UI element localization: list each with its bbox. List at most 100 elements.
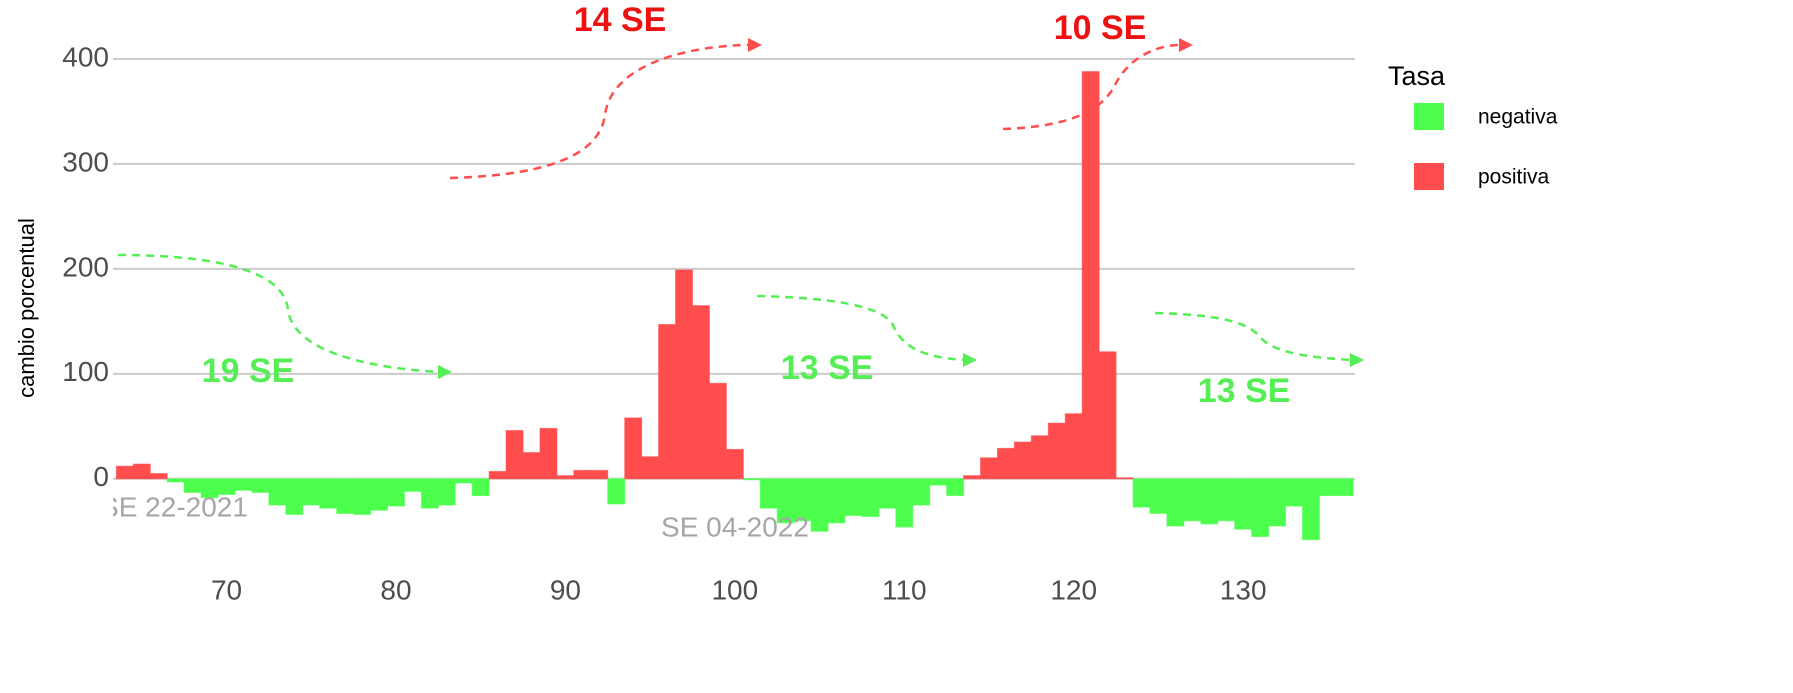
bar <box>386 478 405 507</box>
x-tick-label: 120 <box>1050 574 1097 605</box>
bar <box>234 478 253 491</box>
bar <box>454 478 473 484</box>
legend-label: negativa <box>1478 106 1558 129</box>
arrow <box>117 253 441 374</box>
bar <box>878 478 897 509</box>
bar <box>522 452 541 480</box>
bar <box>268 478 287 506</box>
bar <box>1268 478 1287 527</box>
bar <box>488 470 507 480</box>
bar <box>132 463 151 480</box>
arrow <box>1154 311 1353 362</box>
bar <box>1013 441 1032 480</box>
annotation: 10 SE <box>1054 9 1147 47</box>
grid: 0 100 200 300 400 70 80 90 100 110 120 130 <box>62 41 1355 605</box>
annotation: 14 SE <box>574 1 667 39</box>
bar <box>1115 477 1134 480</box>
bar <box>336 478 355 514</box>
arrowhead <box>1350 353 1364 367</box>
bar <box>573 469 592 480</box>
bar <box>251 478 270 493</box>
bar <box>641 456 660 480</box>
arrows <box>117 43 1353 374</box>
annotation: SE 04-2022 <box>661 511 809 542</box>
legend-swatch <box>1414 163 1444 190</box>
bar <box>895 478 914 528</box>
bar <box>403 478 422 492</box>
bar <box>539 427 558 480</box>
bar <box>1132 478 1151 508</box>
bar <box>996 447 1015 480</box>
bar <box>353 478 372 515</box>
x-tick-label: 110 <box>882 574 927 605</box>
bar <box>675 269 693 480</box>
bar <box>658 324 677 480</box>
bar <box>844 478 863 517</box>
bar <box>1217 478 1236 522</box>
bar <box>183 478 202 493</box>
bar <box>725 448 744 480</box>
bar <box>963 475 982 480</box>
bar <box>370 478 388 511</box>
legend-swatch <box>1414 103 1444 130</box>
x-tick-label: 90 <box>550 574 581 605</box>
bar <box>1166 478 1185 527</box>
bar <box>1335 478 1354 497</box>
arrow <box>756 294 966 362</box>
bar <box>929 478 948 486</box>
bar <box>691 305 710 480</box>
x-tick-label: 100 <box>711 574 758 605</box>
arrow <box>449 43 751 180</box>
arrowhead <box>1179 38 1193 52</box>
bar <box>912 478 931 506</box>
y-tick-label: 400 <box>62 41 109 72</box>
bar <box>1098 351 1117 480</box>
bar <box>166 478 185 483</box>
bar <box>742 478 761 481</box>
annotations: 14 SE 10 SE 19 SE 13 SE 13 SE SE 22-2021 SE 04… <box>100 1 1291 542</box>
legend-label: positiva <box>1478 166 1550 189</box>
y-tick-label: 100 <box>62 356 109 387</box>
bar <box>1030 435 1049 480</box>
bar <box>590 469 609 480</box>
bar <box>1301 478 1320 541</box>
y-tick-label: 0 <box>93 461 109 492</box>
bar <box>1285 478 1303 507</box>
y-tick-label: 200 <box>62 251 109 282</box>
arrowhead <box>963 353 977 367</box>
annotation: 13 SE <box>781 349 874 387</box>
bar <box>980 457 998 480</box>
bar <box>1081 71 1100 480</box>
bar <box>946 478 965 497</box>
arrowhead <box>748 38 762 52</box>
bar <box>149 473 168 480</box>
annotation: 19 SE <box>202 352 295 390</box>
bar <box>556 475 575 480</box>
arrowhead <box>438 365 452 379</box>
bar <box>1251 478 1270 538</box>
legend: negativa positiva <box>1414 103 1558 190</box>
bar <box>1234 478 1253 530</box>
bar <box>505 430 524 480</box>
bar <box>319 478 338 509</box>
bar <box>607 478 626 505</box>
bar <box>708 382 727 480</box>
arrow <box>1002 43 1181 131</box>
bar <box>861 478 880 518</box>
x-tick-label: 130 <box>1220 574 1267 605</box>
bar <box>624 417 643 480</box>
bars <box>115 71 1354 541</box>
bar <box>285 478 304 515</box>
y-tick-label: 300 <box>62 146 109 177</box>
legend-title: Tasa <box>1388 61 1446 91</box>
annotation: SE 22-2021 <box>100 491 248 522</box>
annotation: 13 SE <box>1198 372 1291 410</box>
bar <box>420 478 439 509</box>
bar <box>759 478 778 509</box>
bar <box>115 465 134 480</box>
bar <box>1047 422 1066 480</box>
bar <box>810 478 829 532</box>
bar <box>1183 478 1202 522</box>
bar <box>302 478 321 506</box>
